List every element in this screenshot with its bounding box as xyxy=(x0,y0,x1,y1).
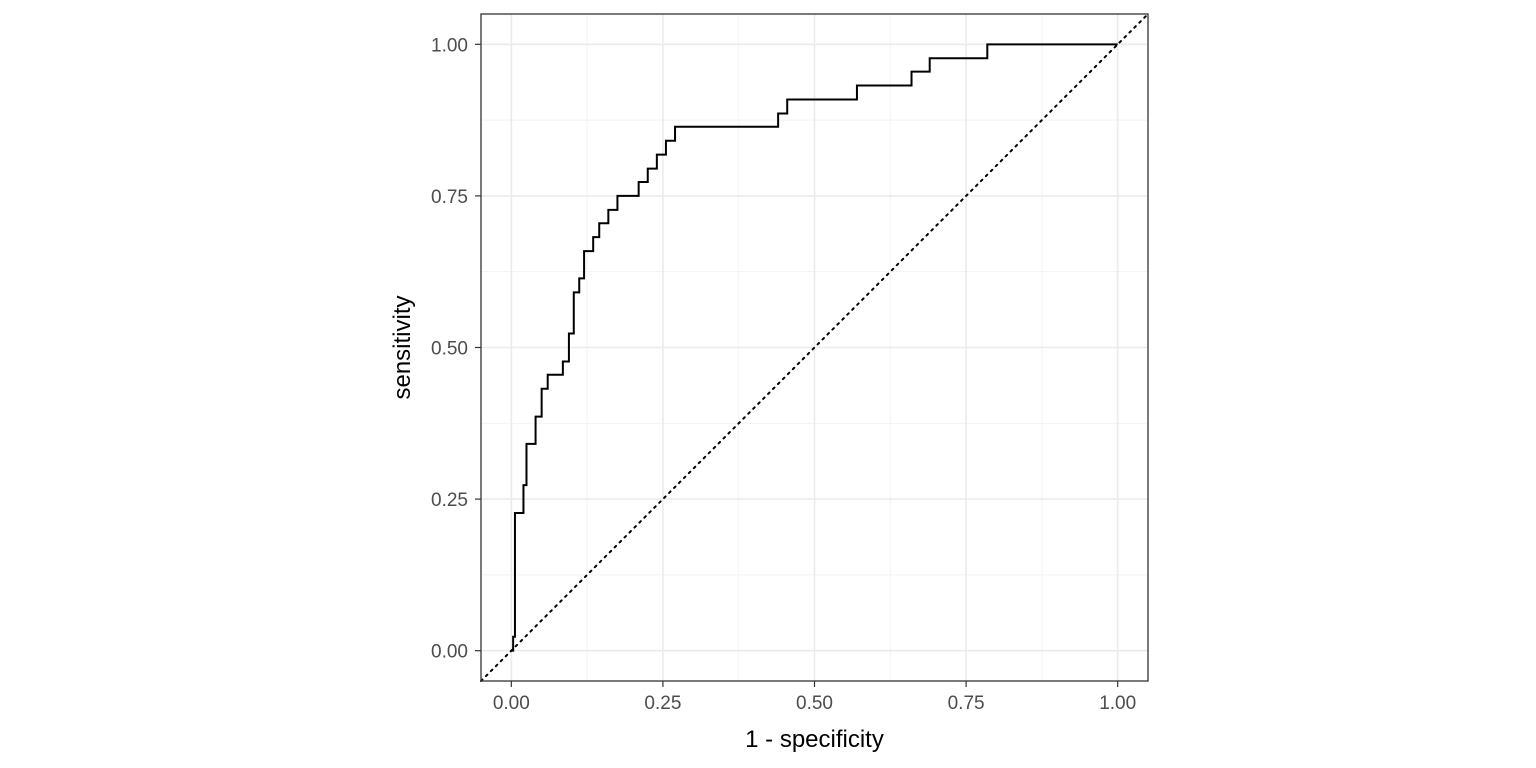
y-axis: 0.00 0.25 0.50 0.75 1.00 xyxy=(431,35,481,663)
reference-line-layer xyxy=(480,13,1149,682)
roc-curve-layer xyxy=(511,43,1118,652)
roc-curve-line xyxy=(511,43,1118,652)
y-tick-label: 1.00 xyxy=(431,35,468,56)
x-tick-label: 0.00 xyxy=(493,693,530,714)
x-tick-label: 0.75 xyxy=(948,693,985,714)
x-tick-label: 1.00 xyxy=(1099,693,1136,714)
reference-diagonal-line xyxy=(480,13,1149,682)
y-axis-title: sensitivity xyxy=(389,295,416,399)
y-tick-label: 0.00 xyxy=(431,642,468,663)
y-tick-label: 0.50 xyxy=(431,339,468,360)
y-tick-label: 0.75 xyxy=(431,187,468,208)
x-tick-label: 0.50 xyxy=(796,693,833,714)
x-tick-label: 0.25 xyxy=(644,693,681,714)
grid-lines xyxy=(481,14,1148,681)
y-tick-label: 0.25 xyxy=(431,490,468,511)
x-axis-title: 1 - specificity xyxy=(745,726,884,753)
x-axis: 0.00 0.25 0.50 0.75 1.00 xyxy=(493,681,1136,714)
